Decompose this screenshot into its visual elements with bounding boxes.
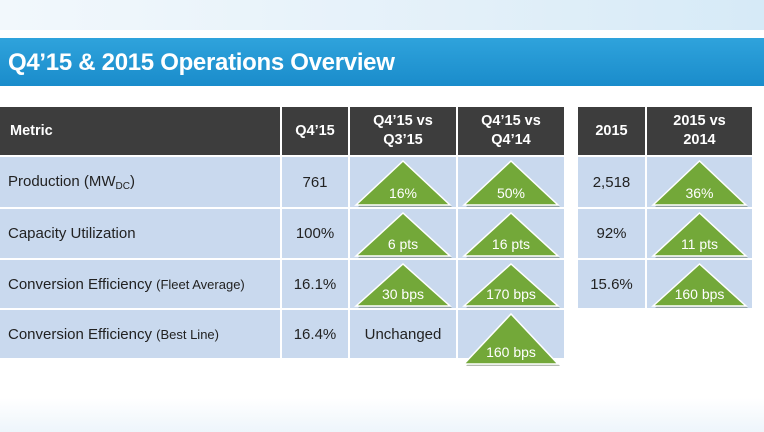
header-q4-vs-q3-line2: Q3’15 (383, 132, 423, 148)
row-efficiency-fleet-metric: Conversion Efficiency (Fleet Average) (0, 260, 280, 308)
triangle-shape (354, 211, 452, 257)
header-q4-15: Q4’15 (282, 107, 348, 155)
row-efficiency-fleet-vs-q4: 170 bps (458, 260, 564, 308)
metric-efficiency-fleet-label: Conversion Efficiency (Fleet Average) (8, 276, 245, 293)
header-2015-vs-2014: 2015 vs 2014 (647, 107, 752, 155)
header-q4-vs-q3-line1: Q4’15 vs (373, 113, 433, 129)
row-production-q4-15: 761 (282, 157, 348, 207)
row-production-vs-q4: 50% (458, 157, 564, 207)
row-capacity-2015-vs: 11 pts (647, 209, 752, 258)
triangle-shape (354, 262, 452, 307)
triangle-shape (651, 262, 748, 307)
row-efficiency-fleet-vs-q3: 30 bps (350, 260, 456, 308)
change-value: 170 bps (486, 286, 536, 302)
change-value: 6 pts (387, 236, 419, 252)
metric-qualifier: (Best Line) (156, 326, 219, 342)
row-capacity-metric: Capacity Utilization (0, 209, 280, 258)
row-capacity-vs-q4: 16 pts (458, 209, 564, 258)
row-production-vs-q3: 16% (350, 157, 456, 207)
row-capacity-2015: 92% (578, 209, 645, 258)
metric-production-label: Production (MWDC) (8, 173, 135, 192)
increase-triangle-icon (462, 159, 560, 207)
metric-main: Conversion Efficiency (8, 325, 157, 343)
change-value: 16 pts (491, 236, 531, 252)
row-production-2015-vs: 36% (647, 157, 752, 207)
header-2015-label: 2015 (595, 122, 628, 139)
metric-capacity-label: Capacity Utilization (8, 225, 136, 242)
unchanged-text: Unchanged (364, 325, 442, 343)
change-value: 160 bps (674, 286, 725, 302)
row-efficiency-fleet-2015-vs: 160 bps (647, 260, 752, 308)
increase-triangle-icon (354, 262, 452, 308)
metric-main: Production (MW (8, 172, 116, 190)
change-value: 50% (496, 185, 526, 201)
triangle-shape (462, 262, 560, 307)
value: 92% (596, 225, 627, 242)
row-efficiency-best-vs-q3: Unchanged (350, 310, 456, 358)
metric-qualifier: (Fleet Average) (156, 276, 245, 292)
change-value: 160 bps (486, 344, 536, 360)
header-q4-vs-q4: Q4’15 vs Q4’14 (458, 107, 564, 155)
metric-tail: ) (129, 172, 135, 190)
increase-triangle-icon (462, 211, 560, 258)
change-value: 11 pts (680, 236, 719, 252)
header-metric: Metric (0, 107, 280, 155)
value: 2,518 (592, 173, 631, 191)
increase-triangle-icon (462, 312, 560, 366)
top-decoration-band (0, 0, 764, 30)
change-value: 36% (685, 185, 714, 201)
row-efficiency-best-q4-15: 16.4% (282, 310, 348, 358)
row-efficiency-fleet-2015: 15.6% (578, 260, 645, 308)
bottom-decoration-band (0, 398, 764, 432)
header-q4-vs-q3: Q4’15 vs Q3’15 (350, 107, 456, 155)
triangle-shape (462, 312, 560, 365)
row-capacity-vs-q3: 6 pts (350, 209, 456, 258)
value: 761 (302, 173, 328, 191)
header-2015: 2015 (578, 107, 645, 155)
triangle-shape (462, 211, 560, 257)
increase-triangle-icon (354, 159, 452, 207)
increase-triangle-icon (651, 211, 748, 258)
slide-title: Q4’15 & 2015 Operations Overview (8, 49, 395, 76)
header-q4-15-label: Q4’15 (295, 122, 335, 139)
triangle-shape (651, 159, 748, 206)
increase-triangle-icon (651, 262, 748, 308)
increase-triangle-icon (651, 159, 748, 207)
header-metric-label: Metric (10, 122, 53, 139)
value: 16.4% (293, 325, 337, 343)
row-efficiency-best-vs-q4: 160 bps (458, 310, 564, 366)
triangle-shape (354, 159, 452, 206)
change-value: 30 bps (381, 286, 425, 302)
metric-subscript: DC (115, 180, 130, 192)
row-capacity-q4-15: 100% (282, 209, 348, 258)
header-q4-vs-q4-line2: Q4’14 (491, 132, 531, 148)
value: 16.1% (293, 275, 337, 293)
increase-triangle-icon (462, 262, 560, 308)
title-bar: Q4’15 & 2015 Operations Overview (0, 38, 764, 86)
value: 100% (295, 225, 335, 242)
triangle-shape (462, 159, 560, 206)
row-production-metric: Production (MWDC) (0, 157, 280, 207)
increase-triangle-icon (354, 211, 452, 258)
row-efficiency-fleet-q4-15: 16.1% (282, 260, 348, 308)
metric-efficiency-best-label: Conversion Efficiency (Best Line) (8, 326, 219, 343)
metric-main: Conversion Efficiency (8, 275, 157, 293)
row-production-2015: 2,518 (578, 157, 645, 207)
value: 15.6% (590, 275, 633, 293)
row-efficiency-best-metric: Conversion Efficiency (Best Line) (0, 310, 280, 358)
header-q4-vs-q4-line1: Q4’15 vs (481, 113, 541, 129)
change-value: 16% (388, 185, 418, 201)
triangle-shape (651, 211, 748, 257)
header-2015-vs-line2: 2014 (683, 132, 716, 148)
header-2015-vs-line1: 2015 vs (673, 113, 726, 129)
